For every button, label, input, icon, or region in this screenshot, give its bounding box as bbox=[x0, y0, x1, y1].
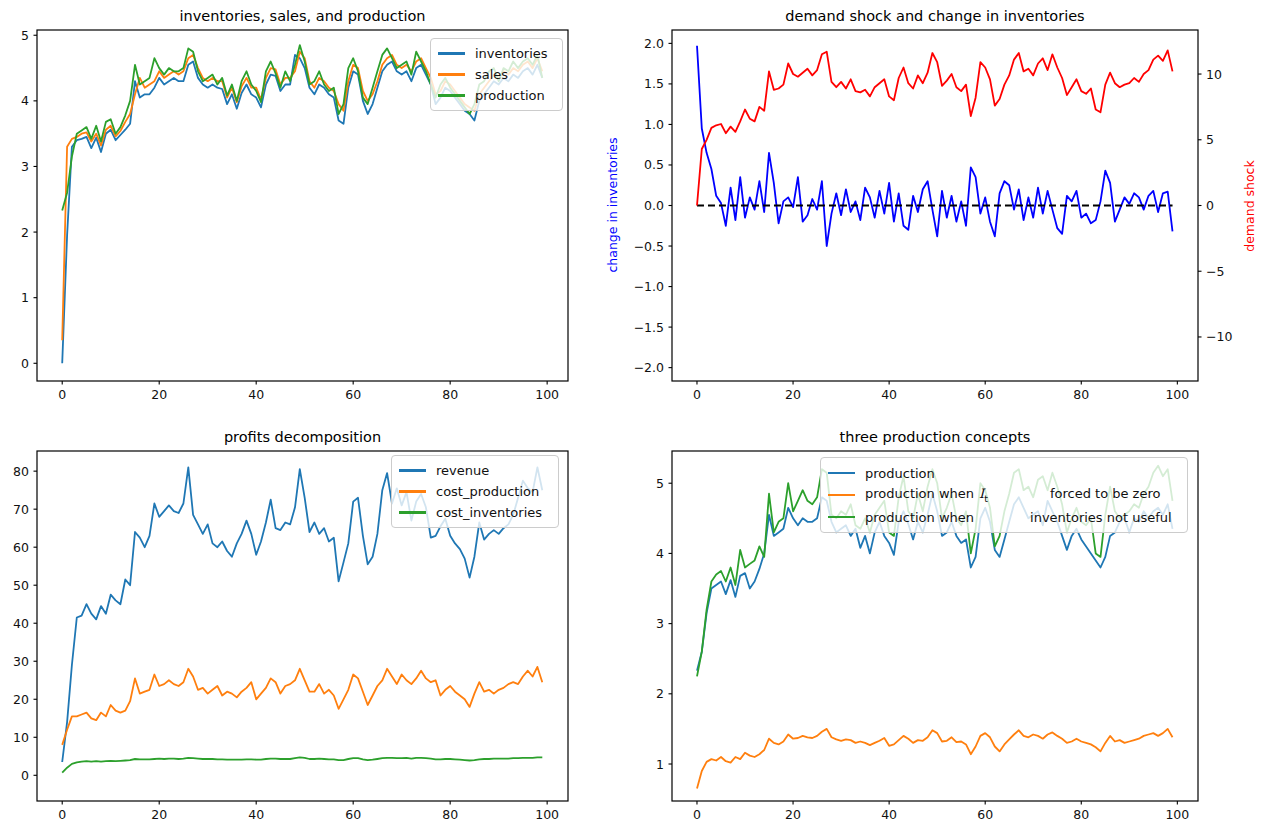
y-tick-label: 10 bbox=[13, 730, 29, 745]
y-tick-label: 1 bbox=[656, 757, 664, 772]
chart2-title: demand shock and change in inventories bbox=[635, 8, 1235, 24]
x-tick-label: 60 bbox=[977, 807, 993, 822]
legend-swatch-production bbox=[438, 94, 465, 97]
legend-item: production bbox=[828, 462, 1187, 484]
y2-tick-label: −5 bbox=[1206, 264, 1224, 279]
chart2-left-ylabel: change in inventories bbox=[605, 137, 620, 272]
y-tick-label: 40 bbox=[13, 616, 29, 631]
x-tick-label: 0 bbox=[693, 807, 701, 822]
legend-swatch-revenue bbox=[399, 469, 426, 472]
legend-item: production bbox=[438, 85, 562, 106]
y-tick-label: −1.0 bbox=[634, 279, 664, 294]
y-tick-label: 1 bbox=[21, 290, 29, 305]
x-tick-label: 0 bbox=[58, 387, 66, 402]
y-tick-label: 2 bbox=[656, 686, 664, 701]
y2-tick-label: −10 bbox=[1206, 329, 1232, 344]
legend-item: production wheninventories not useful bbox=[828, 506, 1187, 528]
y-tick-label: 4 bbox=[656, 546, 664, 561]
plots-canvas: 020406080100012345020406080100−2.0−1.5−1… bbox=[0, 0, 1268, 834]
math-It: It bbox=[979, 486, 988, 501]
x-tick-label: 0 bbox=[58, 807, 66, 822]
series-production-when-It-forced-to-be-zero bbox=[697, 729, 1173, 789]
y-tick-label: 3 bbox=[21, 159, 29, 174]
chart-demand-shock-change-inventories: 020406080100−2.0−1.5−1.0−0.50.00.51.01.5… bbox=[634, 30, 1233, 402]
legend-item: inventories bbox=[438, 43, 562, 64]
x-tick-label: 40 bbox=[881, 807, 897, 822]
y-tick-label: 70 bbox=[13, 502, 29, 517]
legend-item: cost_inventories bbox=[399, 502, 558, 523]
x-tick-label: 80 bbox=[1073, 387, 1089, 402]
x-tick-label: 60 bbox=[345, 387, 361, 402]
x-tick-label: 100 bbox=[1165, 807, 1189, 822]
y-tick-label: 20 bbox=[13, 692, 29, 707]
x-tick-label: 20 bbox=[785, 387, 801, 402]
series-cost-inventories bbox=[62, 757, 542, 772]
chart4-legend: production production whenItforced to be… bbox=[820, 457, 1188, 533]
chart1-legend: inventories sales production bbox=[430, 38, 563, 111]
y-tick-label: −0.5 bbox=[634, 239, 664, 254]
y-tick-label: 0 bbox=[21, 768, 29, 783]
x-tick-label: 40 bbox=[881, 387, 897, 402]
legend-item: sales bbox=[438, 64, 562, 85]
x-tick-label: 20 bbox=[151, 807, 167, 822]
figure: 020406080100012345020406080100−2.0−1.5−1… bbox=[0, 0, 1268, 834]
y-tick-label: 60 bbox=[13, 540, 29, 555]
y-tick-label: 0.0 bbox=[644, 198, 664, 213]
y-tick-label: −1.5 bbox=[634, 320, 664, 335]
x-tick-label: 20 bbox=[785, 807, 801, 822]
legend-item: production whenItforced to be zero bbox=[828, 484, 1187, 506]
x-tick-label: 100 bbox=[535, 387, 559, 402]
legend-swatch-cost-production bbox=[399, 490, 426, 493]
x-tick-label: 80 bbox=[442, 387, 458, 402]
x-tick-label: 60 bbox=[977, 387, 993, 402]
y-tick-label: 0.5 bbox=[644, 157, 664, 172]
x-tick-label: 100 bbox=[535, 807, 559, 822]
chart1-title: inventories, sales, and production bbox=[3, 8, 603, 24]
y2-tick-label: 5 bbox=[1206, 132, 1214, 147]
legend-swatch-sales bbox=[438, 73, 465, 76]
y-tick-label: 80 bbox=[13, 464, 29, 479]
y-tick-label: 5 bbox=[21, 28, 29, 43]
chart4-title: three production concepts bbox=[635, 429, 1235, 445]
y-tick-label: 0 bbox=[21, 356, 29, 371]
y2-tick-label: 10 bbox=[1206, 67, 1222, 82]
y-tick-label: 1.5 bbox=[644, 76, 664, 91]
y-tick-label: 1.0 bbox=[644, 117, 664, 132]
y-tick-label: 3 bbox=[656, 616, 664, 631]
chart3-title: profits decomposition bbox=[3, 429, 603, 445]
legend-item: cost_production bbox=[399, 481, 558, 502]
legend-swatch-inventories bbox=[438, 52, 465, 55]
x-tick-label: 0 bbox=[693, 387, 701, 402]
y-tick-label: 2 bbox=[21, 225, 29, 240]
x-tick-label: 80 bbox=[442, 807, 458, 822]
x-tick-label: 100 bbox=[1165, 387, 1189, 402]
chart3-legend: revenue cost_production cost_inventories bbox=[391, 455, 559, 528]
x-tick-label: 60 bbox=[345, 807, 361, 822]
x-tick-label: 20 bbox=[151, 387, 167, 402]
chart2-right-ylabel: demand shock bbox=[1242, 160, 1257, 252]
y-tick-label: 50 bbox=[13, 578, 29, 593]
legend-swatch-cost-inventories bbox=[399, 511, 426, 514]
x-tick-label: 40 bbox=[248, 387, 264, 402]
y2-tick-label: 0 bbox=[1206, 198, 1214, 213]
y-tick-label: −2.0 bbox=[634, 360, 664, 375]
x-tick-label: 80 bbox=[1073, 807, 1089, 822]
series-cost-production bbox=[62, 667, 542, 745]
legend-swatch-production bbox=[828, 472, 855, 475]
x-tick-label: 40 bbox=[248, 807, 264, 822]
legend-swatch-production-it-zero bbox=[828, 494, 855, 497]
y-tick-label: 5 bbox=[656, 476, 664, 491]
legend-item: revenue bbox=[399, 460, 558, 481]
y-tick-label: 4 bbox=[21, 93, 29, 108]
y-tick-label: 30 bbox=[13, 654, 29, 669]
series-demand-shock bbox=[697, 50, 1173, 205]
y-tick-label: 2.0 bbox=[644, 36, 664, 51]
legend-swatch-production-no-inv bbox=[828, 516, 855, 519]
